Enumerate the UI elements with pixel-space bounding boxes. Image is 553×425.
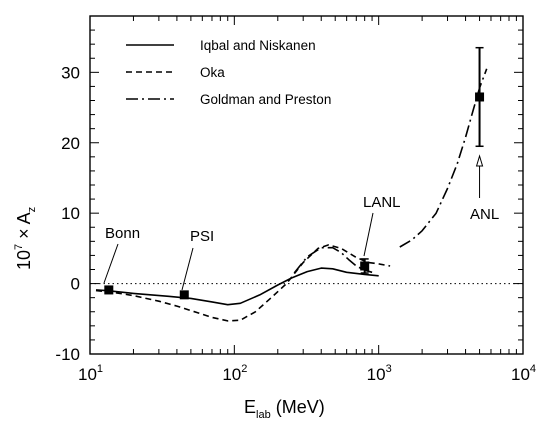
data-point-psi <box>179 290 189 300</box>
x-tick-label: 104 <box>511 363 536 384</box>
annotation-arrowhead-anl <box>475 154 484 167</box>
y-axis-title-sub: z <box>26 207 38 213</box>
data-points-layer <box>104 46 485 300</box>
annotation-psi: PSI <box>190 228 214 245</box>
data-point-anl <box>475 92 485 102</box>
y-tick-label: -10 <box>55 345 80 364</box>
legend: Iqbal and Niskanen Oka Goldman and Prest… <box>126 38 331 107</box>
y-tick-label: 20 <box>61 134 80 153</box>
y-axis-title: 107 × Az <box>13 207 38 270</box>
y-tick-label: 0 <box>71 275 80 294</box>
series-line-oka <box>95 244 391 322</box>
annotations: Bonn PSI LANL ANL <box>103 194 499 291</box>
x-axis-title-sub: lab <box>256 409 271 421</box>
series-line-goldman <box>293 246 373 274</box>
annotation-arrow-psi <box>181 247 194 291</box>
annotation-bonn: Bonn <box>105 225 140 242</box>
data-point-bonn <box>104 285 114 295</box>
y-axis-title-sup: 7 <box>13 244 25 250</box>
legend-label-iqbal: Iqbal and Niskanen <box>200 38 316 53</box>
x-tick-label: 102 <box>222 363 247 384</box>
tick-labels: 101 102 103 104 -10 0 10 20 30 <box>55 63 536 384</box>
x-axis-title-rest: (MeV) <box>271 397 325 417</box>
annotation-anl: ANL <box>470 206 499 223</box>
x-axis-title: Elab (MeV) <box>244 397 325 421</box>
legend-label-oka: Oka <box>200 65 225 80</box>
y-axis-title-pre: 10 <box>14 250 34 270</box>
y-tick-label: 10 <box>61 204 80 223</box>
annotation-lanl: LANL <box>363 194 401 211</box>
x-tick-label: 101 <box>78 363 103 384</box>
plot-frame <box>89 15 524 355</box>
annotation-arrow-lanl <box>363 212 374 257</box>
x-axis-title-main: E <box>244 397 256 417</box>
y-axis-title-mid: × A <box>14 212 34 244</box>
legend-label-goldman: Goldman and Preston <box>200 92 331 107</box>
axes <box>89 15 524 355</box>
series-line-iqbal <box>95 267 379 306</box>
x-tick-label: 103 <box>367 363 392 384</box>
y-tick-label: 30 <box>61 63 80 82</box>
annotation-arrow-bonn <box>103 243 119 284</box>
data-point-lanl <box>360 261 370 271</box>
